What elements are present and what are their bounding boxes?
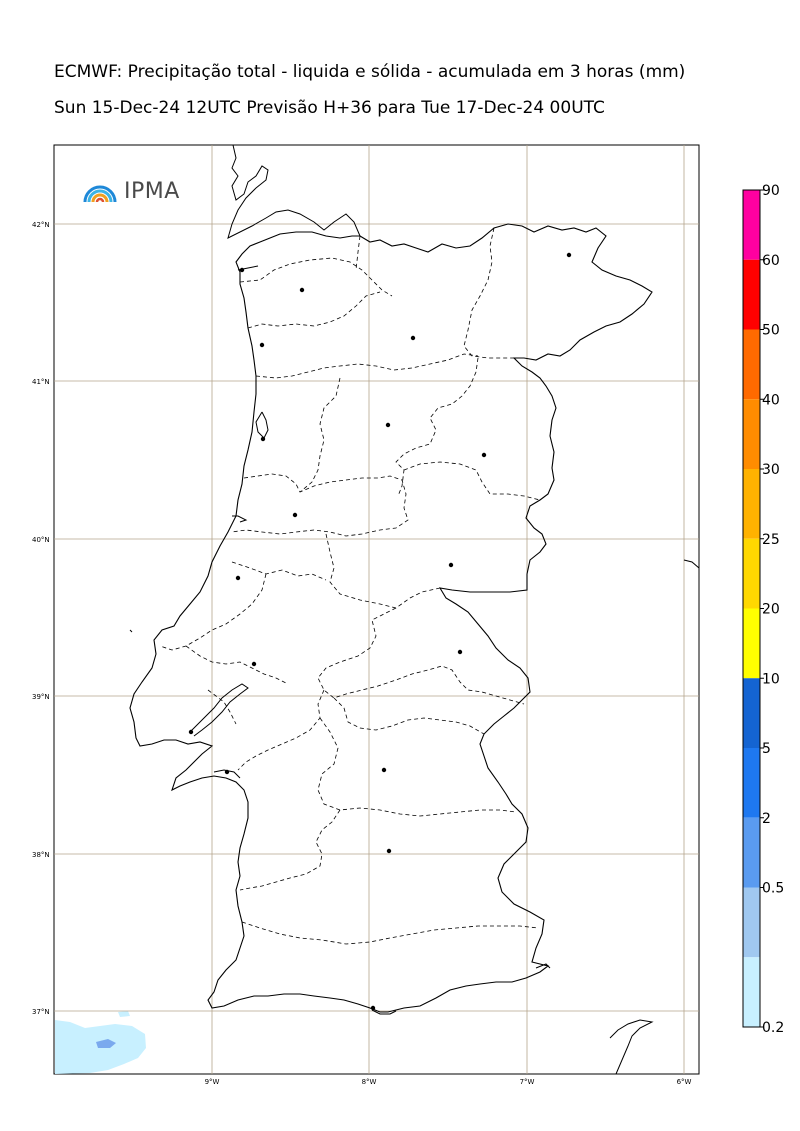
lon-label: 9°W [205, 1078, 220, 1086]
city-marker [457, 649, 463, 655]
district-boundary [317, 607, 525, 705]
lat-label: 40°N [32, 536, 50, 544]
colorbar-segment [743, 957, 760, 1027]
colorbar: 90 60 50 40 30 25 20 10 5 2 0.5 0.2 [742, 183, 784, 1036]
colorbar-label: 60 [762, 253, 780, 269]
islet [129, 629, 133, 633]
colorbar-segment [743, 469, 760, 539]
map-title: ECMWF: Precipitação total - liquida e só… [54, 62, 686, 82]
colorbar-label: 2 [762, 811, 771, 827]
district-boundary [247, 291, 381, 329]
district-boundary [241, 921, 539, 945]
district-boundary [239, 809, 341, 891]
colorbar-segment [743, 190, 760, 260]
colorbar-label: 40 [762, 392, 780, 408]
tejo-estuary [189, 683, 249, 737]
colorbar-label: 20 [762, 602, 780, 618]
precip-patch-medium [96, 1039, 116, 1048]
lat-label: 38°N [32, 851, 50, 859]
colorbar-segment [743, 329, 760, 400]
colorbar-label: 0.2 [762, 1020, 784, 1036]
colorbar-segment [743, 678, 760, 748]
ipma-logo: IPMA [82, 178, 192, 210]
lon-label: 7°W [520, 1078, 535, 1086]
colorbar-label: 25 [762, 532, 780, 548]
city-marker [259, 342, 265, 348]
colorbar-label: 5 [762, 741, 771, 757]
district-boundary [231, 473, 409, 537]
coastline-spain-south [609, 1019, 654, 1075]
district-boundary [207, 689, 237, 725]
city-marker [239, 267, 245, 273]
city-marker [224, 769, 230, 775]
district-boundary [325, 533, 441, 609]
city-marker [386, 848, 392, 854]
lat-label: 41°N [32, 378, 50, 386]
district-boundary [299, 377, 341, 493]
guadiana-mouth [535, 963, 551, 969]
district-boundaries [159, 227, 541, 945]
district-boundary [463, 227, 514, 359]
city-marker [448, 562, 454, 568]
district-boundary [255, 353, 479, 379]
district-boundary [355, 235, 361, 271]
district-boundary [395, 357, 479, 497]
colorbar-label: 90 [762, 183, 780, 199]
city-marker [566, 252, 572, 258]
coastline-spain-east [683, 559, 700, 569]
district-boundary [403, 461, 541, 501]
lat-label: 39°N [32, 693, 50, 701]
city-marker [385, 422, 391, 428]
map-frame [53, 144, 700, 1075]
colorbar-segment [743, 748, 760, 818]
lon-label: 6°W [677, 1078, 692, 1086]
district-boundary [185, 645, 289, 685]
ipma-logo-text: IPMA [124, 179, 180, 204]
mondego-estuary [232, 515, 248, 523]
city-marker [260, 436, 266, 442]
colorbar-segment [743, 887, 760, 958]
city-marker [188, 729, 194, 735]
map-subtitle: Sun 15-Dec-24 12UTC Previsão H+36 para T… [54, 98, 605, 118]
district-boundary [231, 561, 327, 581]
lon-label: 8°W [362, 1078, 377, 1086]
city-marker [235, 575, 241, 581]
lat-label: 42°N [32, 221, 50, 229]
colorbar-label: 50 [762, 323, 780, 339]
city-marker [370, 1005, 376, 1011]
district-boundary [239, 257, 393, 297]
lat-label: 37°N [32, 1008, 50, 1016]
city-marker [299, 287, 305, 293]
district-boundary [333, 697, 485, 735]
colorbar-label: 30 [762, 462, 780, 478]
district-boundary [317, 717, 517, 817]
colorbar-segment [743, 399, 760, 469]
district-boundary [159, 573, 267, 651]
city-marker [481, 452, 487, 458]
colorbar-label: 10 [762, 671, 780, 687]
colorbar-label: 0.5 [762, 881, 784, 897]
colorbar-segment [743, 608, 760, 679]
city-marker [410, 335, 416, 341]
colorbar-segment [743, 817, 760, 888]
district-capitals [188, 252, 572, 1011]
precip-patch-light [118, 1011, 130, 1017]
colorbar-segment [743, 538, 760, 609]
district-boundary [237, 689, 325, 771]
city-marker [381, 767, 387, 773]
coastline-galicia [227, 144, 361, 239]
portugal-outline [129, 223, 653, 1013]
ipma-rainbow-icon [83, 185, 117, 203]
colorbar-segment [743, 259, 760, 330]
city-marker [251, 661, 257, 667]
city-marker [292, 512, 298, 518]
ria-formosa [371, 1009, 397, 1015]
sado-estuary [213, 769, 241, 779]
